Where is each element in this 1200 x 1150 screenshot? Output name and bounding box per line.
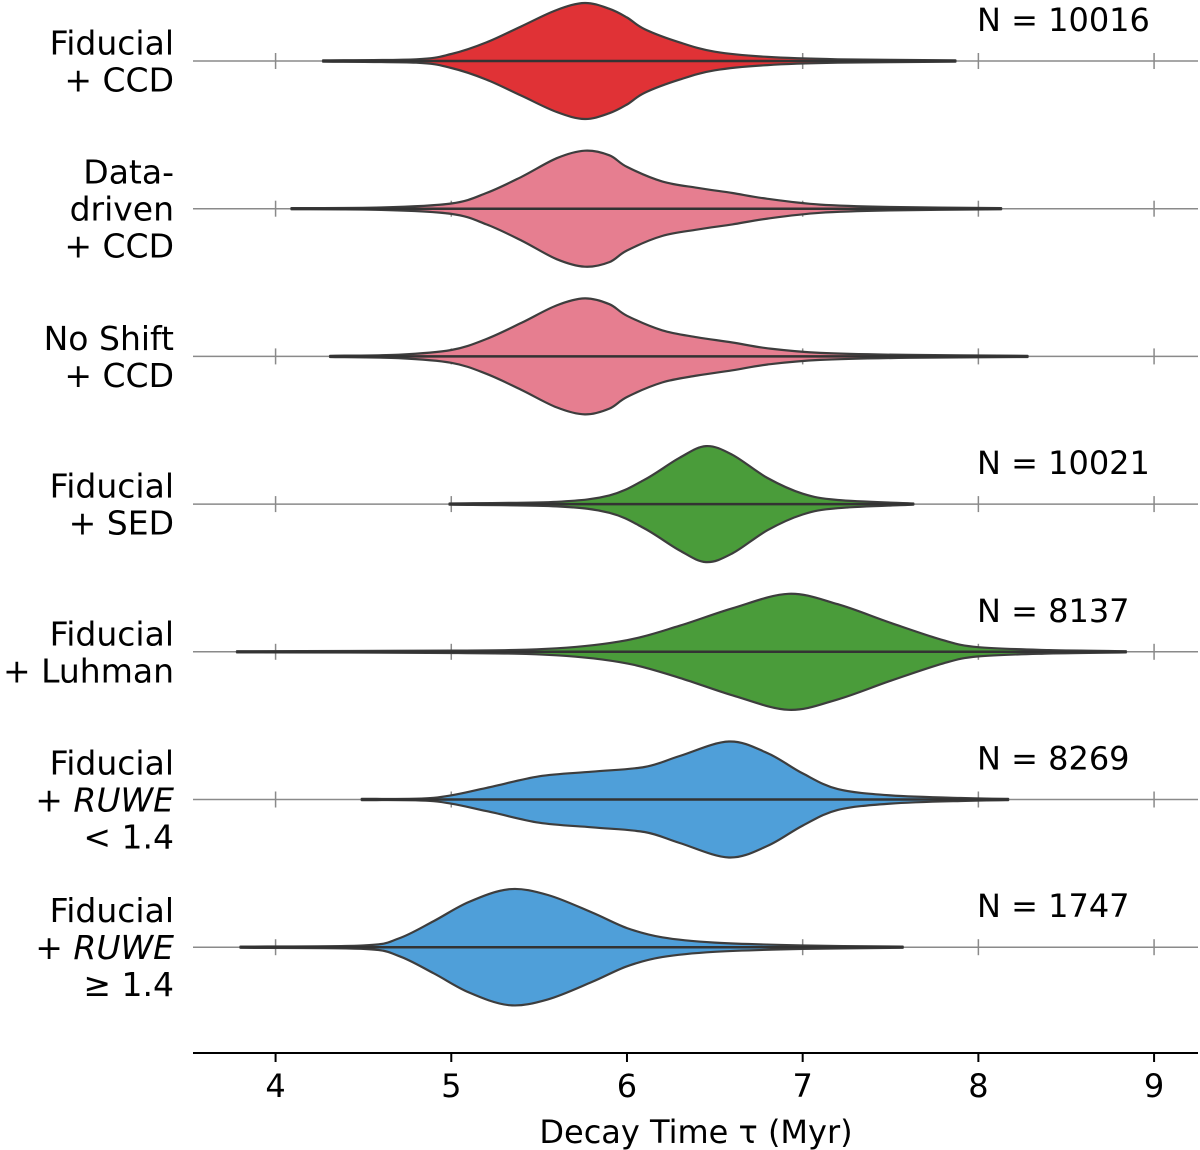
x-axis: 4 5 6 7 8 9 (193, 1052, 1198, 1105)
violin-row: Fiducial+ CCD N = 10016 (50, 1, 1198, 121)
n-count-label: N = 8137 (977, 592, 1130, 630)
row-label-line: Data- (83, 153, 174, 192)
x-tick-label: 8 (968, 1067, 988, 1105)
x-tick-label: 9 (1144, 1067, 1164, 1105)
violin-row: No Shift+ CCD (44, 297, 1198, 416)
row-label-line: + SED (69, 504, 174, 543)
row-label-line: + CCD (64, 61, 174, 100)
row-label-line: Fiducial (50, 744, 174, 783)
n-count-label: N = 1747 (977, 887, 1130, 925)
x-tick-label: 6 (617, 1067, 637, 1105)
x-tick-label: 4 (265, 1067, 285, 1105)
row-label-line: Fiducial (50, 467, 174, 506)
row-label-line: + RUWE (35, 928, 174, 967)
violin-row: Fiducial+ Luhman N = 8137 (3, 592, 1198, 711)
x-axis-title: Decay Time τ (Myr) (539, 1113, 852, 1150)
violin-row: Fiducial+ RUWE≥ 1.4 N = 1747 (35, 887, 1198, 1007)
row-label-line: + RUWE (35, 781, 174, 820)
violin-row: Fiducial+ RUWE< 1.4 N = 8269 (35, 740, 1198, 859)
row-label-line: ≥ 1.4 (83, 965, 174, 1004)
row-label-line: + CCD (64, 227, 174, 266)
row-label-line: Fiducial (50, 614, 174, 653)
x-tick-label: 5 (441, 1067, 461, 1105)
row-label-line: < 1.4 (83, 818, 174, 857)
n-count-label: N = 10021 (977, 444, 1150, 482)
row-label-line: Fiducial (50, 891, 174, 930)
n-count-label: N = 8269 (977, 740, 1130, 778)
n-count-label: N = 10016 (977, 1, 1150, 39)
violin-row: Data-driven+ CCD (64, 149, 1198, 268)
row-label-line: + Luhman (3, 651, 174, 690)
x-tick-label: 7 (792, 1067, 812, 1105)
row-label-line: driven (70, 190, 174, 229)
violin-row: Fiducial+ SED N = 10021 (50, 444, 1198, 564)
row-label-line: Fiducial (50, 24, 174, 63)
row-label-line: No Shift (44, 319, 174, 358)
row-label-line: + CCD (64, 356, 174, 395)
